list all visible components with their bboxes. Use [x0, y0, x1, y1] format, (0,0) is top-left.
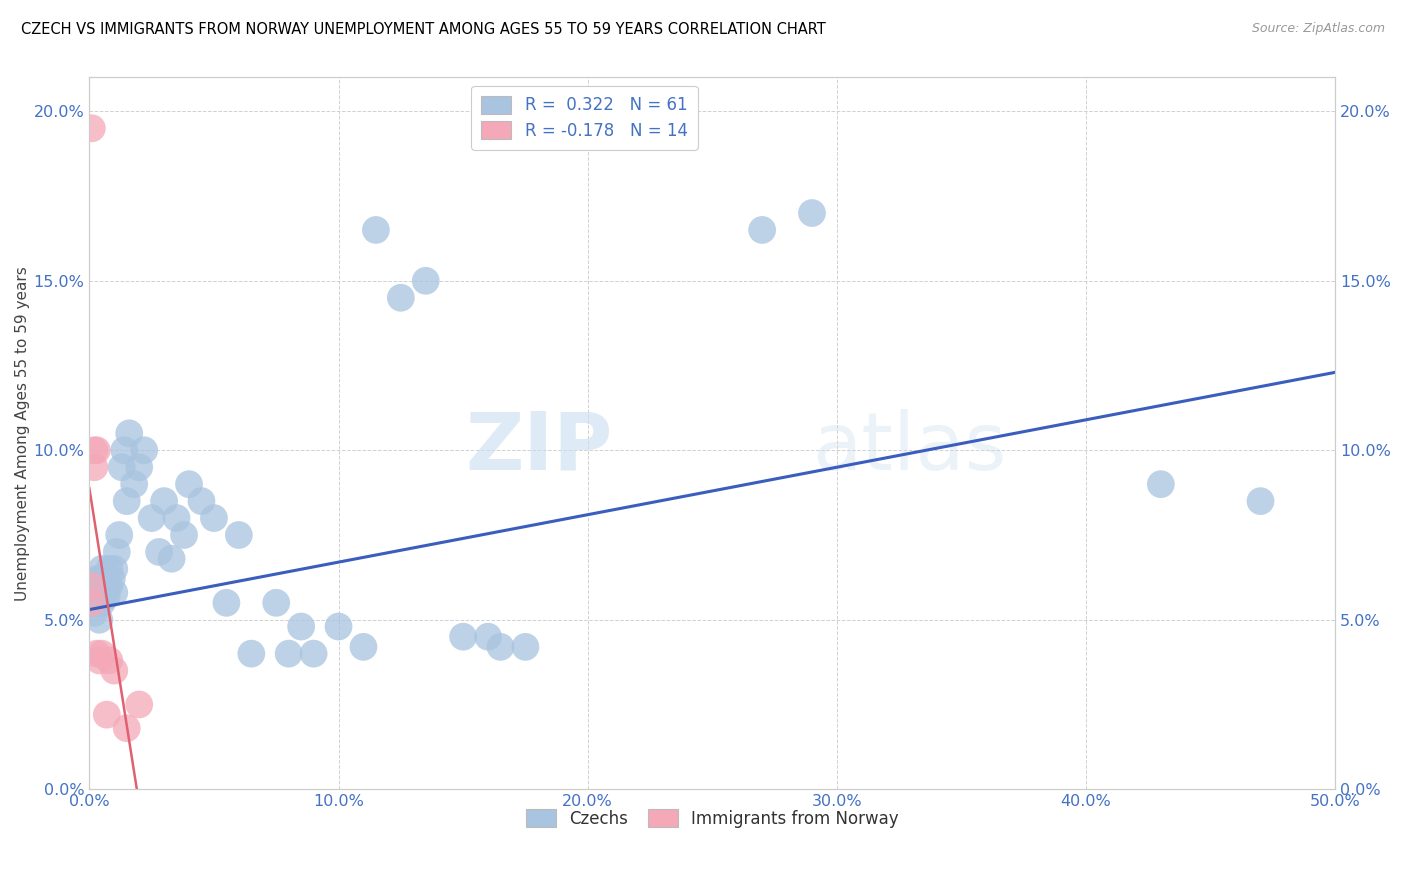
Point: [93, 579, 115, 593]
Point: [290, 619, 312, 633]
Point: [173, 528, 195, 542]
Point: [89, 585, 111, 599]
Point: [141, 511, 163, 525]
Point: [128, 460, 150, 475]
Text: CZECH VS IMMIGRANTS FROM NORWAY UNEMPLOYMENT AMONG AGES 55 TO 59 YEARS CORRELATI: CZECH VS IMMIGRANTS FROM NORWAY UNEMPLOY…: [21, 22, 825, 37]
Point: [89, 653, 111, 667]
Point: [86, 647, 108, 661]
Point: [389, 291, 412, 305]
Point: [96, 572, 118, 586]
Point: [1150, 477, 1173, 491]
Text: atlas: atlas: [813, 409, 1007, 486]
Point: [364, 223, 387, 237]
Point: [352, 640, 374, 654]
Point: [111, 460, 134, 475]
Point: [90, 562, 112, 576]
Point: [103, 562, 125, 576]
Point: [118, 426, 141, 441]
Point: [90, 579, 112, 593]
Point: [228, 528, 250, 542]
Point: [83, 585, 105, 599]
Point: [751, 223, 773, 237]
Point: [115, 721, 138, 735]
Point: [80, 579, 103, 593]
Point: [302, 647, 325, 661]
Point: [153, 494, 176, 508]
Point: [115, 494, 138, 508]
Point: [215, 596, 238, 610]
Point: [264, 596, 287, 610]
Point: [83, 606, 105, 620]
Point: [515, 640, 537, 654]
Point: [80, 596, 103, 610]
Point: [96, 589, 118, 603]
Point: [86, 572, 108, 586]
Point: [103, 585, 125, 599]
Point: [108, 528, 131, 542]
Point: [277, 647, 299, 661]
Text: ZIP: ZIP: [465, 409, 613, 486]
Point: [489, 640, 512, 654]
Point: [89, 572, 111, 586]
Point: [80, 121, 103, 136]
Point: [100, 572, 122, 586]
Point: [98, 579, 121, 593]
Point: [415, 274, 437, 288]
Point: [86, 443, 108, 458]
Point: [96, 707, 118, 722]
Y-axis label: Unemployment Among Ages 55 to 59 years: Unemployment Among Ages 55 to 59 years: [15, 266, 30, 600]
Point: [80, 585, 103, 599]
Point: [128, 698, 150, 712]
Point: [166, 511, 188, 525]
Text: Source: ZipAtlas.com: Source: ZipAtlas.com: [1251, 22, 1385, 36]
Point: [477, 630, 499, 644]
Point: [90, 596, 112, 610]
Point: [83, 443, 105, 458]
Point: [148, 545, 170, 559]
Point: [105, 545, 128, 559]
Point: [83, 460, 105, 475]
Point: [80, 596, 103, 610]
Point: [122, 477, 145, 491]
Point: [86, 596, 108, 610]
Point: [160, 551, 183, 566]
Point: [90, 647, 112, 661]
Point: [451, 630, 474, 644]
Legend: Czechs, Immigrants from Norway: Czechs, Immigrants from Norway: [519, 802, 905, 834]
Point: [98, 562, 121, 576]
Point: [86, 589, 108, 603]
Point: [190, 494, 212, 508]
Point: [83, 579, 105, 593]
Point: [1250, 494, 1272, 508]
Point: [328, 619, 350, 633]
Point: [134, 443, 156, 458]
Point: [801, 206, 824, 220]
Point: [93, 585, 115, 599]
Point: [98, 653, 121, 667]
Point: [240, 647, 263, 661]
Point: [89, 613, 111, 627]
Point: [177, 477, 200, 491]
Point: [112, 443, 135, 458]
Point: [103, 664, 125, 678]
Point: [202, 511, 225, 525]
